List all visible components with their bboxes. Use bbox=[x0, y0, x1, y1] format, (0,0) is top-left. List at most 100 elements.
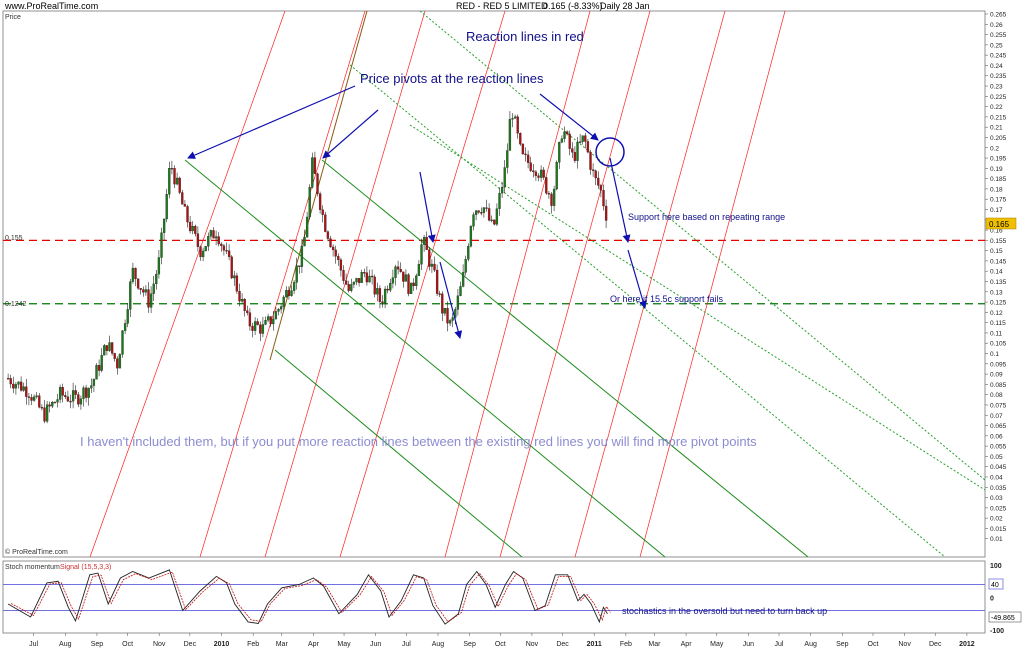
y-tick-label: 0.225 bbox=[990, 94, 1007, 101]
candle-body bbox=[113, 353, 116, 359]
reaction-line bbox=[639, 11, 786, 557]
candle-body bbox=[433, 263, 436, 271]
candle-body bbox=[243, 298, 246, 311]
y-tick-label: 0.11 bbox=[990, 330, 1003, 337]
y-tick-label: 0.06 bbox=[990, 433, 1003, 440]
y-tick-label: 0.055 bbox=[990, 444, 1007, 451]
candle-body bbox=[87, 387, 90, 398]
candle-body bbox=[214, 236, 218, 239]
candle-body bbox=[337, 256, 340, 260]
support-label-green: 0.1242 bbox=[5, 301, 27, 308]
candle-body bbox=[446, 308, 449, 324]
candle-body bbox=[597, 177, 600, 186]
candle-body bbox=[295, 265, 298, 283]
indicator-name: Stoch momentum bbox=[5, 564, 60, 571]
candle-body bbox=[480, 212, 483, 214]
support-label-red: 0.155 bbox=[5, 235, 23, 242]
candle-body bbox=[472, 214, 475, 227]
candle-body bbox=[225, 250, 228, 252]
candle-body bbox=[199, 246, 202, 258]
candle-body bbox=[285, 290, 288, 298]
green-channel-line bbox=[184, 159, 666, 557]
y-tick-label: 0.09 bbox=[990, 372, 1003, 379]
candle-body bbox=[402, 271, 405, 282]
y-tick-label: 0.25 bbox=[990, 42, 1003, 49]
candle-body bbox=[482, 207, 486, 213]
candle-body bbox=[235, 275, 239, 292]
reaction-line bbox=[199, 11, 366, 557]
candle-body bbox=[92, 379, 96, 386]
candle-body bbox=[61, 387, 64, 396]
x-tick-label: Aug bbox=[804, 641, 817, 648]
candle-body bbox=[251, 325, 254, 331]
candle-body bbox=[14, 384, 18, 389]
stoch-annotation: stochastics in the oversold but need to … bbox=[622, 606, 827, 616]
candle-body bbox=[170, 167, 174, 170]
stoch-value-tag bbox=[988, 611, 1022, 623]
candle-body bbox=[316, 173, 319, 194]
y-tick-label: 0.155 bbox=[990, 238, 1007, 245]
pivot-highlight-circle bbox=[595, 137, 625, 167]
candle-body bbox=[474, 210, 478, 215]
candle-body bbox=[238, 291, 241, 302]
candle-body bbox=[331, 246, 335, 251]
y-tick-label: 0.01 bbox=[990, 536, 1003, 543]
stoch-value-tag-text: -49.865 bbox=[991, 615, 1015, 622]
y-tick-label: 0.195 bbox=[990, 156, 1007, 163]
candle-body bbox=[324, 214, 327, 232]
candle-body bbox=[160, 232, 163, 258]
candle-body bbox=[282, 296, 285, 307]
candle-body bbox=[412, 282, 415, 287]
candle-body bbox=[298, 265, 301, 267]
y-tick-label: 0.23 bbox=[990, 84, 1003, 91]
x-tick-label: Oct bbox=[122, 641, 133, 648]
candle-body bbox=[217, 236, 220, 245]
candle-body bbox=[383, 288, 387, 304]
candle-body bbox=[563, 131, 566, 139]
candle-body bbox=[357, 278, 361, 283]
candle-body bbox=[100, 355, 103, 371]
x-tick-label: Sep bbox=[836, 641, 849, 648]
candle-body bbox=[209, 230, 213, 237]
last-price-tag-text: 0.165 bbox=[989, 220, 1010, 229]
candle-body bbox=[45, 404, 49, 422]
candle-body bbox=[230, 256, 233, 279]
x-tick-label: Oct bbox=[495, 641, 506, 648]
x-tick-label: Aug bbox=[432, 641, 445, 648]
candle-body bbox=[443, 308, 447, 314]
candle-body bbox=[537, 175, 540, 178]
y-tick-label: 0.235 bbox=[990, 73, 1007, 80]
candle-body bbox=[342, 270, 345, 281]
candle-body bbox=[370, 275, 374, 278]
candle-body bbox=[495, 208, 499, 225]
candle-body bbox=[253, 321, 257, 331]
candle-body bbox=[404, 274, 408, 282]
y-tick-label: 0.13 bbox=[990, 289, 1003, 296]
x-tick-label: Feb bbox=[620, 641, 632, 648]
candle-body bbox=[25, 386, 28, 397]
candle-body bbox=[539, 169, 543, 178]
x-tick-label: Apr bbox=[681, 641, 693, 648]
candle-body bbox=[467, 246, 470, 260]
candle-body bbox=[344, 280, 348, 285]
candle-body bbox=[516, 116, 519, 134]
candle-body bbox=[542, 169, 545, 178]
candle-body bbox=[581, 135, 584, 142]
y-tick-label: 0.26 bbox=[990, 22, 1003, 29]
candle-body bbox=[175, 177, 179, 185]
candle-body bbox=[407, 274, 410, 294]
y-tick-label: 0.075 bbox=[990, 402, 1007, 409]
last-price-tag bbox=[985, 217, 1017, 230]
candle-body bbox=[272, 318, 275, 325]
candle-body bbox=[386, 288, 389, 291]
candle-body bbox=[545, 177, 548, 194]
candle-body bbox=[500, 187, 504, 194]
candle-body bbox=[196, 233, 200, 247]
candle-body bbox=[355, 278, 358, 283]
y-tick-label: 0.07 bbox=[990, 413, 1003, 420]
x-tick-label: Jul bbox=[775, 641, 784, 648]
x-tick-label: Mar bbox=[648, 641, 661, 648]
candle-body bbox=[264, 320, 267, 325]
candle-body bbox=[139, 288, 142, 290]
candle-body bbox=[350, 284, 353, 291]
